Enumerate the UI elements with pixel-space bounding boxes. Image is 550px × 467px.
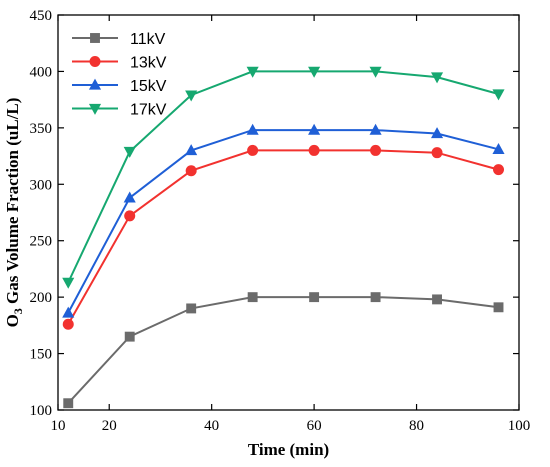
legend-label-15kv: 15kV bbox=[130, 78, 167, 95]
x-axis-title: Time (min) bbox=[248, 440, 329, 459]
data-point-13kv bbox=[185, 165, 197, 177]
y-tick-label: 200 bbox=[30, 290, 53, 306]
x-tick-label: 80 bbox=[409, 418, 424, 434]
legend-item-11kv: 11kV bbox=[72, 31, 166, 48]
data-point-15kv bbox=[185, 144, 198, 156]
data-point-11kv bbox=[370, 292, 381, 303]
x-tick-label: 60 bbox=[307, 418, 322, 434]
x-tick-label: 100 bbox=[508, 418, 531, 434]
y-tick-label: 300 bbox=[30, 177, 53, 193]
data-point-15kv bbox=[308, 123, 321, 135]
data-point-15kv bbox=[62, 306, 75, 318]
legend-marker-15kv bbox=[88, 78, 102, 90]
data-point-17kv bbox=[430, 72, 444, 84]
data-point-17kv bbox=[62, 277, 75, 289]
data-point-13kv bbox=[308, 144, 320, 156]
legend-label-11kv: 11kV bbox=[130, 31, 166, 48]
data-point-11kv bbox=[63, 398, 74, 409]
y-axis-title-subscript: 3 bbox=[11, 308, 25, 314]
data-point-11kv bbox=[124, 331, 135, 342]
legend-label-17kv: 17kV bbox=[130, 102, 167, 119]
data-point-15kv bbox=[246, 123, 259, 135]
series-line-13kv bbox=[67, 149, 499, 325]
plot-frame bbox=[57, 14, 520, 411]
x-tick-label: 10 bbox=[51, 418, 66, 434]
plot-content bbox=[62, 66, 505, 409]
legend-label-13kv: 13kV bbox=[130, 55, 167, 72]
x-tick-label: 40 bbox=[204, 418, 219, 434]
data-point-13kv bbox=[493, 164, 505, 176]
axes: 10 20 40 60 80 100 100 150 200 250 300 350 400 450 bbox=[30, 8, 531, 434]
data-point-17kv bbox=[123, 146, 136, 158]
data-point-15kv bbox=[369, 123, 382, 135]
data-point-13kv bbox=[370, 144, 382, 156]
series-11kv bbox=[63, 292, 504, 409]
y-tick-label: 450 bbox=[30, 8, 53, 24]
data-point-13kv bbox=[124, 210, 136, 222]
y-tick-label: 150 bbox=[30, 347, 53, 363]
data-point-11kv bbox=[247, 292, 258, 303]
series-17kv bbox=[62, 66, 505, 289]
legend-marker-13kv bbox=[89, 56, 101, 67]
y-tick-label: 400 bbox=[30, 64, 53, 80]
series-15kv bbox=[62, 123, 505, 318]
data-point-17kv bbox=[492, 89, 505, 101]
y-axis-title-rest: Gas Volume Fraction (uL/L) bbox=[3, 98, 22, 309]
data-point-15kv bbox=[123, 191, 136, 203]
legend-item-15kv: 15kV bbox=[72, 78, 167, 95]
series-line-11kv bbox=[67, 296, 499, 404]
data-point-11kv bbox=[432, 294, 442, 305]
series-line-15kv bbox=[67, 129, 499, 314]
y-axis-title: O3 Gas Volume Fraction (uL/L) bbox=[3, 98, 25, 328]
data-point-13kv bbox=[431, 147, 443, 159]
data-point-13kv bbox=[62, 318, 74, 330]
data-point-11kv bbox=[186, 303, 197, 314]
data-point-11kv bbox=[309, 292, 320, 303]
data-point-17kv bbox=[185, 90, 198, 102]
series-13kv bbox=[62, 144, 505, 330]
data-point-17kv bbox=[369, 66, 382, 78]
legend: 11kV 13kV 15kV 17kV bbox=[72, 31, 167, 119]
data-point-17kv bbox=[308, 66, 321, 78]
series-line-17kv bbox=[67, 70, 499, 283]
y-tick-label: 100 bbox=[30, 403, 53, 419]
data-point-15kv bbox=[430, 127, 444, 139]
legend-item-17kv: 17kV bbox=[72, 102, 167, 119]
legend-marker-11kv bbox=[90, 33, 100, 43]
y-tick-label: 350 bbox=[30, 121, 53, 137]
x-tick-label: 20 bbox=[102, 418, 117, 434]
data-point-11kv bbox=[493, 302, 504, 313]
y-tick-label: 250 bbox=[30, 234, 53, 250]
data-point-15kv bbox=[492, 142, 505, 154]
data-point-13kv bbox=[247, 144, 259, 156]
legend-marker-17kv bbox=[88, 103, 102, 115]
y-axis-title-main: O bbox=[3, 314, 22, 327]
legend-item-13kv: 13kV bbox=[72, 55, 167, 72]
data-point-17kv bbox=[246, 66, 259, 78]
